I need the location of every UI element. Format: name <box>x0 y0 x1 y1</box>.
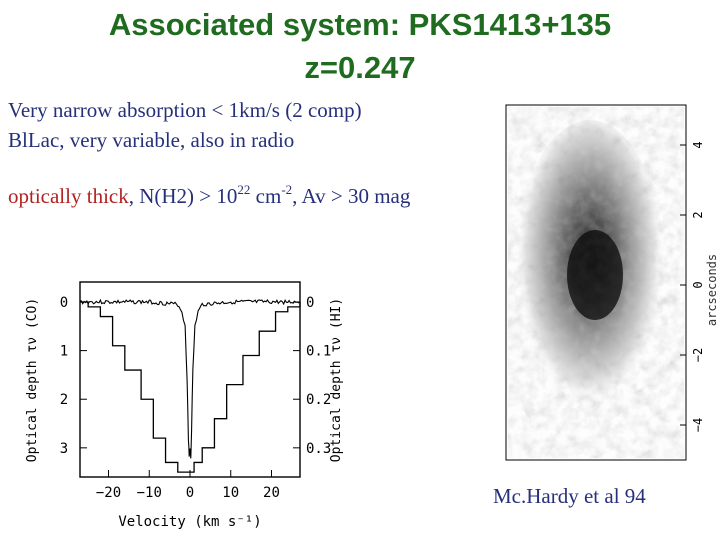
image-tick-label: 2 <box>691 211 705 218</box>
y-right-tick-label: 0.2 <box>306 392 331 408</box>
co-absorption-series <box>79 298 301 459</box>
x-tick-label: −10 <box>137 485 162 501</box>
image-axis-label: arcseconds <box>705 254 719 326</box>
column-density-exponent: 22 <box>237 182 251 197</box>
column-density-text: , N(H2) > 10 <box>128 184 238 208</box>
bullet-optically-thick: optically thick, N(H2) > 1022 cm-2, Av >… <box>8 182 411 208</box>
x-tick-label: 0 <box>186 485 194 501</box>
plot-frame <box>79 281 301 478</box>
y-left-tick-label: 1 <box>60 344 68 360</box>
image-tick-label: 4 <box>691 141 705 148</box>
y-axis-label-right: Optical depth τν (HI) <box>329 298 344 462</box>
slide-title-line-1: Associated system: PKS1413+135 <box>108 7 612 42</box>
image-tick-label: −2 <box>691 348 705 362</box>
y-left-tick-label: 0 <box>60 295 68 311</box>
image-tick-label: 0 <box>691 281 705 288</box>
bullet-bllac: BlLac, very variable, also in radio <box>8 128 295 152</box>
highlight-optically-thick: optically thick <box>8 184 129 208</box>
y-right-tick-label: 0.3 <box>306 441 331 457</box>
x-tick-label: −20 <box>96 485 121 501</box>
credit-text: Mc.Hardy et al 94 <box>493 484 646 508</box>
y-left-tick-label: 2 <box>60 392 68 408</box>
unit-text: cm <box>250 184 282 208</box>
y-left-tick-label: 3 <box>60 441 68 457</box>
absorption-spectrum-chart: −20 −10 0 10 20 0 1 2 3 0 0.1 0.2 0.3 Velocity (km… <box>25 281 344 530</box>
y-right-tick-label: 0 <box>306 295 314 311</box>
y-right-tick-label: 0.1 <box>306 344 331 360</box>
x-axis-label: Velocity (km s⁻¹) <box>118 514 261 530</box>
galaxy-core <box>567 230 623 320</box>
x-tick-label: 10 <box>222 485 239 501</box>
hi-absorption-series <box>80 301 301 473</box>
x-tick-label: 20 <box>263 485 280 501</box>
slide-title-line-2: z=0.247 <box>304 50 416 85</box>
radio-image: 4 2 0 −2 −4 arcseconds <box>505 104 719 461</box>
bullet-narrow-absorption: Very narrow absorption < 1km/s (2 comp) <box>8 98 362 122</box>
y-axis-label-left: Optical depth τν (CO) <box>25 298 40 462</box>
unit-exponent: -2 <box>281 182 293 197</box>
image-tick-label: −4 <box>691 418 705 432</box>
extinction-text: , Av > 30 mag <box>292 184 411 208</box>
